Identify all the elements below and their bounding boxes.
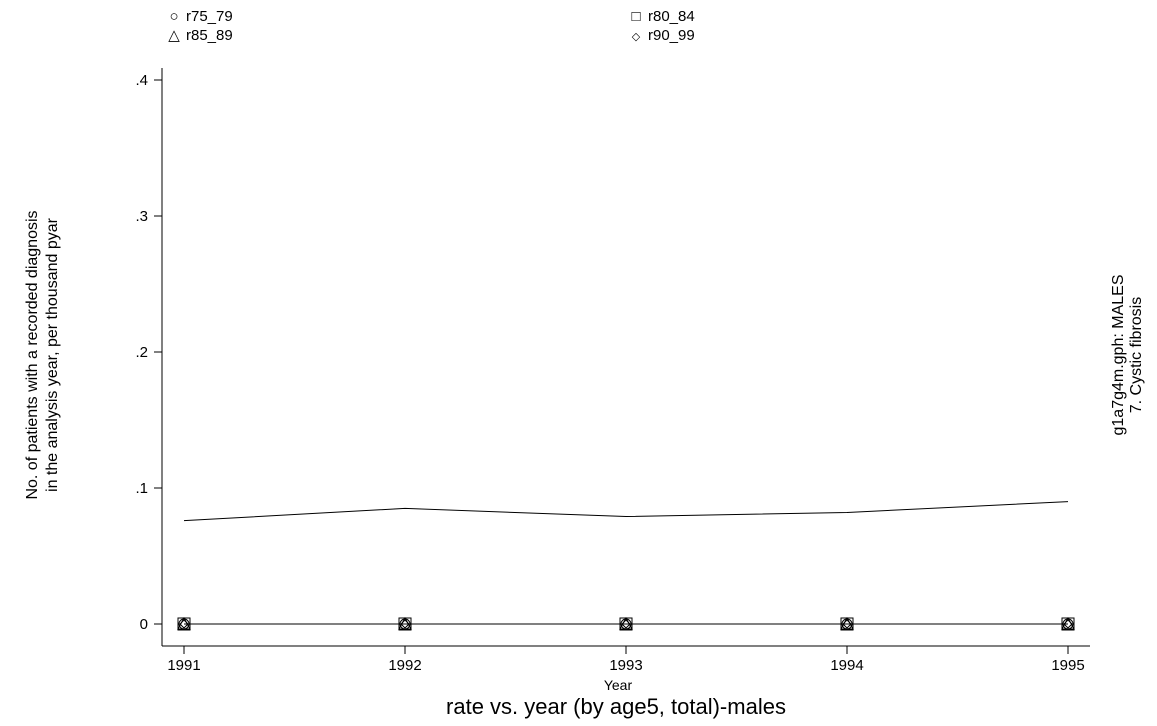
square-marker-icon: □ bbox=[631, 8, 641, 25]
right-label-line2: 7. Cystic fibrosis bbox=[1128, 296, 1145, 414]
y-tick-label: 0 bbox=[140, 616, 148, 633]
y-tick-label: .3 bbox=[135, 208, 148, 225]
x-axis-label: Year bbox=[603, 677, 633, 693]
x-tick-label: 1995 bbox=[1051, 657, 1084, 674]
data-point-diamond bbox=[400, 619, 410, 629]
legend-label: r80_84 bbox=[648, 8, 695, 25]
x-tick-label: 1991 bbox=[167, 657, 200, 674]
legend-item-r85_89: △ r85_89 bbox=[166, 27, 233, 44]
series-lines bbox=[183, 501, 1069, 625]
ticks: 0 .1 .2 .3 .4 1991 1992 1993 1994 1995 bbox=[135, 72, 1084, 674]
x-tick-label: 1992 bbox=[388, 657, 421, 674]
data-point-diamond bbox=[179, 619, 189, 629]
y-tick-label: .2 bbox=[135, 344, 148, 361]
legend-label: r75_79 bbox=[186, 8, 233, 25]
y-axis-label-line1: No. of patients with a recorded diagnosi… bbox=[24, 210, 41, 500]
series-markers bbox=[177, 616, 1075, 631]
data-point-diamond bbox=[1063, 619, 1073, 629]
circle-marker-icon: ○ bbox=[169, 8, 179, 25]
data-point-diamond bbox=[842, 619, 852, 629]
y-tick-label: .1 bbox=[135, 480, 148, 497]
right-side-label: g1a7g4m.gph: MALES 7. Cystic fibrosis bbox=[1110, 275, 1146, 436]
legend-label: r85_89 bbox=[186, 27, 233, 44]
axes bbox=[161, 68, 1090, 647]
legend-item-r90_99: ◇ r90_99 bbox=[628, 27, 695, 46]
x-tick-label: 1994 bbox=[830, 657, 863, 674]
right-label-line1: g1a7g4m.gph: MALES bbox=[1110, 274, 1127, 436]
series-line-4 bbox=[183, 501, 1069, 522]
legend-label: r90_99 bbox=[648, 27, 695, 44]
data-point-diamond bbox=[621, 619, 631, 629]
diamond-marker-icon: ◇ bbox=[631, 31, 641, 43]
x-tick-label: 1993 bbox=[609, 657, 642, 674]
legend-item-r75_79: ○ r75_79 bbox=[166, 8, 233, 25]
y-tick-label: .4 bbox=[135, 72, 148, 89]
chart-caption: rate vs. year (by age5, total)-males bbox=[446, 694, 786, 719]
legend-item-r80_84: □ r80_84 bbox=[628, 8, 695, 25]
triangle-marker-icon: △ bbox=[168, 27, 180, 44]
y-axis-label-line2: in the analysis year, per thousand pyar bbox=[44, 218, 61, 492]
y-axis-label: No. of patients with a recorded diagnosi… bbox=[23, 210, 63, 499]
